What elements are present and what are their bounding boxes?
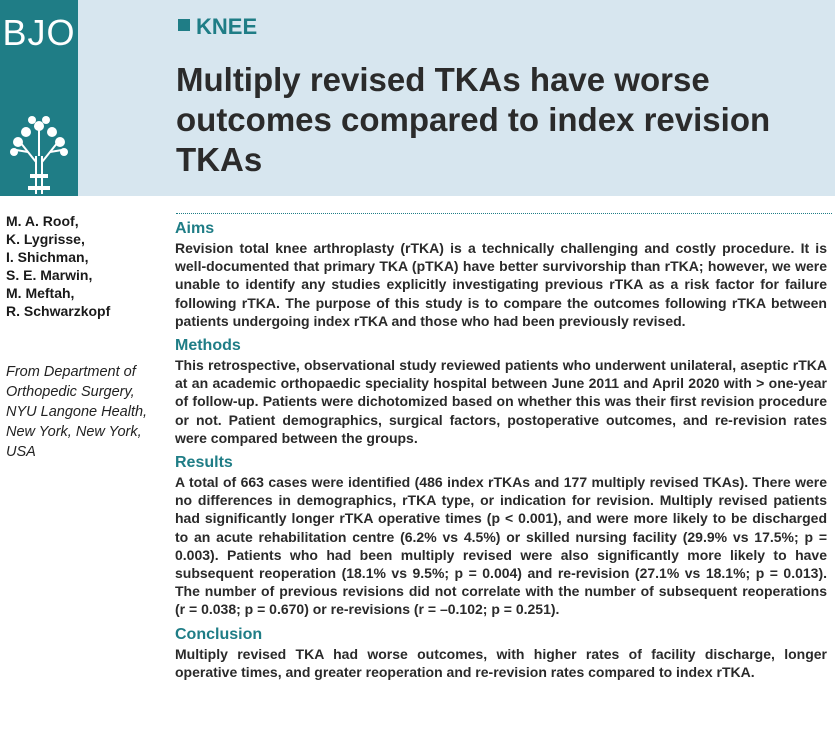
author: K. Lygrisse, [6,231,85,247]
divider [176,213,832,214]
author: R. Schwarzkopf [6,303,111,319]
methods-text: This retrospective, observational study … [175,357,827,446]
methods-heading: Methods [175,337,241,355]
aims-text: Revision total knee arthroplasty (rTKA) … [175,240,827,329]
article-title: Multiply revised TKAs have worse outcome… [176,61,771,178]
conclusion-heading: Conclusion [175,625,263,643]
results-heading: Results [175,454,233,472]
abstract: Aims Revision total knee arthroplasty (r… [175,219,827,687]
tree-icon [10,116,68,194]
section-label: KNEE [178,14,257,40]
affiliation: From Department of Orthopedic Surgery, N… [6,364,148,460]
journal-logo-block: BJO [0,0,78,196]
author: M. A. Roof, [6,213,79,229]
author-list: M. A. Roof, K. Lygrisse, I. Shichman, S.… [6,212,166,320]
journal-logo: BJO [2,12,76,53]
header-banner [0,0,835,196]
author: I. Shichman, [6,249,89,265]
section-name: KNEE [196,14,258,39]
aims-heading: Aims [175,220,215,237]
author: S. E. Marwin, [6,267,93,283]
results-text: A total of 663 cases were identified (48… [175,474,827,618]
section-marker [178,19,190,31]
conclusion-text: Multiply revised TKA had worse outcomes,… [175,645,827,680]
author: M. Meftah, [6,285,75,301]
